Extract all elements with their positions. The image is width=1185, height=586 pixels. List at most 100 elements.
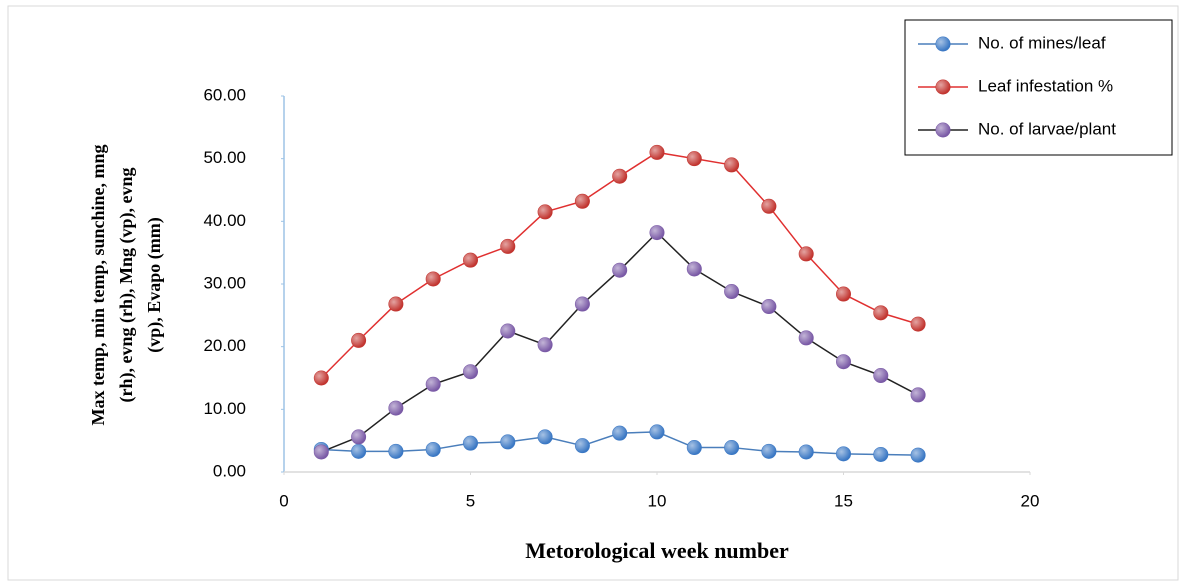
marker xyxy=(873,305,889,321)
marker-shine xyxy=(388,401,403,416)
marker xyxy=(537,337,553,353)
marker-shine xyxy=(538,204,553,219)
x-tick-label: 0 xyxy=(279,491,288,510)
marker xyxy=(351,332,367,348)
marker-shine xyxy=(836,354,851,369)
marker xyxy=(351,429,367,445)
marker xyxy=(649,225,665,241)
marker-shine xyxy=(575,297,590,312)
marker-shine xyxy=(873,305,888,320)
marker-shine xyxy=(426,442,441,457)
marker-shine xyxy=(388,444,403,459)
marker xyxy=(500,238,516,254)
marker-shine xyxy=(687,261,702,276)
marker xyxy=(388,443,404,459)
marker-shine xyxy=(612,169,627,184)
marker xyxy=(910,387,926,403)
marker-shine xyxy=(538,337,553,352)
marker xyxy=(686,261,702,277)
marker xyxy=(761,443,777,459)
marker-shine xyxy=(724,157,739,172)
marker xyxy=(724,440,740,456)
marker-shine xyxy=(873,447,888,462)
marker-shine xyxy=(351,333,366,348)
marker-shine xyxy=(724,284,739,299)
x-tick-label: 5 xyxy=(466,491,475,510)
marker xyxy=(649,144,665,160)
marker-shine xyxy=(936,37,950,51)
y-axis-title: (rh), evng (rh), Mng (vp), evng xyxy=(116,168,137,403)
marker-shine xyxy=(687,440,702,455)
marker xyxy=(724,157,740,173)
marker-shine xyxy=(612,426,627,441)
marker-shine xyxy=(650,424,664,439)
marker xyxy=(537,204,553,220)
marker xyxy=(612,425,628,441)
marker-shine xyxy=(575,438,590,453)
marker xyxy=(724,284,740,300)
y-tick-label: 40.00 xyxy=(203,211,246,230)
marker-shine xyxy=(500,324,515,338)
marker xyxy=(798,444,814,460)
marker xyxy=(463,364,478,380)
marker xyxy=(500,434,516,450)
y-tick-label: 10.00 xyxy=(203,399,246,418)
marker-shine xyxy=(836,446,851,461)
y-axis-title: (vp), Evapo (mm) xyxy=(144,217,165,353)
marker xyxy=(873,367,889,383)
marker-shine xyxy=(650,225,664,240)
marker xyxy=(500,323,516,339)
marker-shine xyxy=(314,444,329,459)
marker xyxy=(313,444,329,460)
marker xyxy=(798,246,814,262)
marker-shine xyxy=(799,246,814,261)
marker xyxy=(537,429,553,445)
marker-shine xyxy=(500,434,515,449)
marker-shine xyxy=(351,429,366,444)
marker-shine xyxy=(873,368,888,383)
marker xyxy=(935,79,951,95)
marker xyxy=(351,443,367,459)
marker-shine xyxy=(500,239,515,254)
marker xyxy=(574,296,590,312)
marker xyxy=(388,400,404,416)
y-tick-label: 0.00 xyxy=(213,461,246,480)
marker-shine xyxy=(936,80,950,94)
y-tick-label: 60.00 xyxy=(203,85,246,104)
marker xyxy=(649,424,665,440)
marker-shine xyxy=(911,448,926,463)
x-tick-label: 15 xyxy=(834,491,853,510)
marker xyxy=(836,446,851,462)
marker-shine xyxy=(463,253,478,268)
marker-shine xyxy=(761,444,776,459)
marker-shine xyxy=(799,330,814,345)
marker-shine xyxy=(724,440,739,455)
y-tick-label: 50.00 xyxy=(203,148,246,167)
marker xyxy=(612,262,628,278)
marker xyxy=(612,168,628,184)
marker-shine xyxy=(650,145,664,160)
y-tick-label: 20.00 xyxy=(203,336,246,355)
legend-label: No. of larvae/plant xyxy=(978,119,1116,138)
marker xyxy=(574,193,590,209)
marker xyxy=(935,122,951,138)
marker xyxy=(463,252,478,268)
marker xyxy=(910,316,926,332)
marker-shine xyxy=(936,123,950,137)
marker-shine xyxy=(426,271,441,286)
marker xyxy=(425,441,441,457)
marker xyxy=(574,438,590,454)
marker xyxy=(463,435,478,451)
marker xyxy=(836,286,851,302)
marker-shine xyxy=(463,436,478,451)
marker-shine xyxy=(575,194,590,209)
legend-label: Leaf infestation % xyxy=(978,76,1113,95)
marker-shine xyxy=(463,364,478,379)
marker-shine xyxy=(687,151,702,166)
marker-shine xyxy=(351,444,366,459)
y-tick-label: 30.00 xyxy=(203,273,246,292)
marker xyxy=(686,151,702,167)
marker-shine xyxy=(538,429,553,444)
